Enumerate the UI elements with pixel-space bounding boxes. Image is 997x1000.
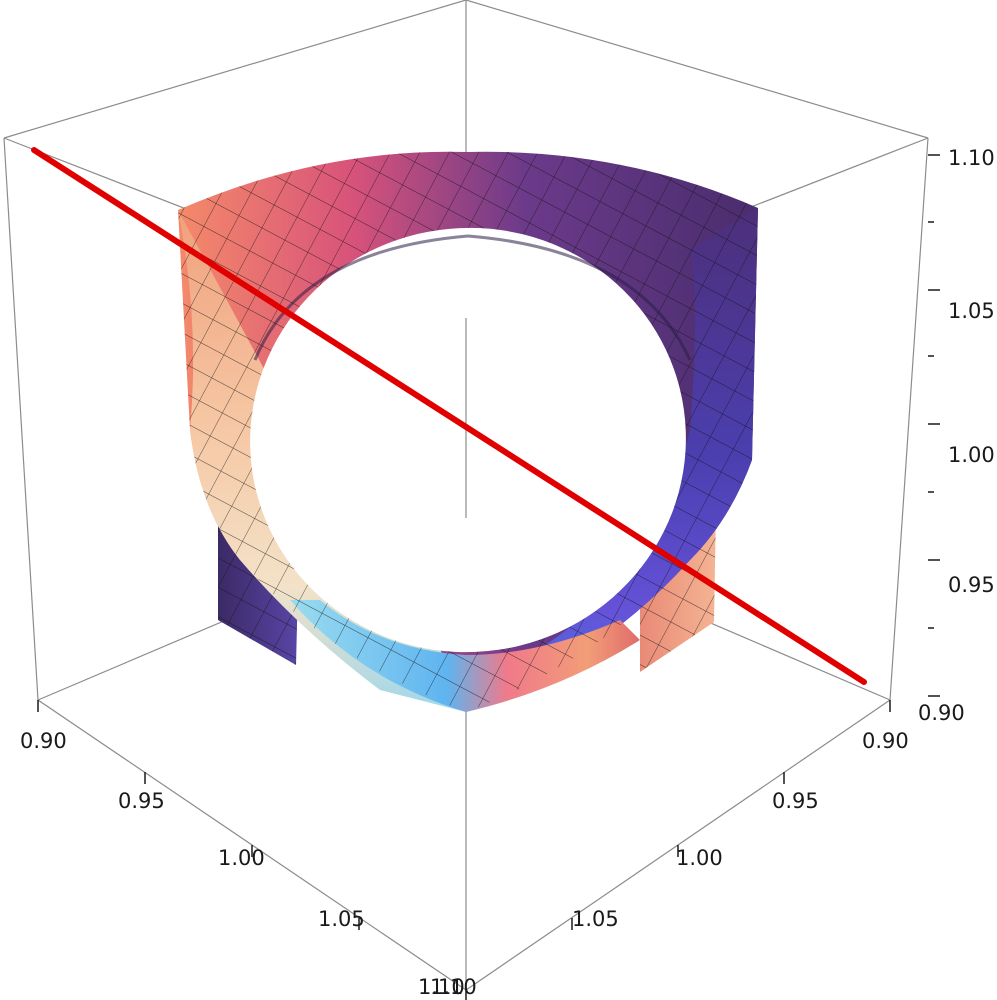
red-diagonal-line	[31, 147, 867, 685]
y-tick-label: 1.05	[572, 907, 619, 931]
surface-band	[178, 151, 758, 712]
x-tick-label: 1.05	[318, 907, 365, 931]
x-axis-ticks: 0.90 0.95 1.00 1.05 1.10	[20, 729, 465, 999]
y-axis-ticks: 1.10 1.05 1.00 0.95 0.90	[430, 729, 909, 999]
x-tick-label: 0.90	[20, 729, 67, 753]
y-tick-label: 0.95	[772, 789, 819, 813]
z-tick-label: 0.95	[948, 573, 995, 597]
z-tick-label: 0.90	[918, 701, 965, 725]
z-tick-label: 1.05	[948, 299, 995, 323]
y-tick-label: 1.10	[430, 975, 477, 999]
y-tick-label: 0.90	[862, 729, 909, 753]
z-tick-label: 1.00	[948, 443, 995, 467]
z-tick-label: 1.10	[948, 146, 995, 170]
x-tick-label: 1.10	[418, 975, 465, 999]
y-tick-label: 1.00	[676, 846, 723, 870]
z-axis-ticks: 1.10 1.05 1.00 0.95 0.90	[918, 146, 995, 725]
x-tick-label: 0.95	[118, 789, 165, 813]
tick-marks	[37, 154, 940, 1000]
x-tick-label: 1.00	[218, 846, 265, 870]
